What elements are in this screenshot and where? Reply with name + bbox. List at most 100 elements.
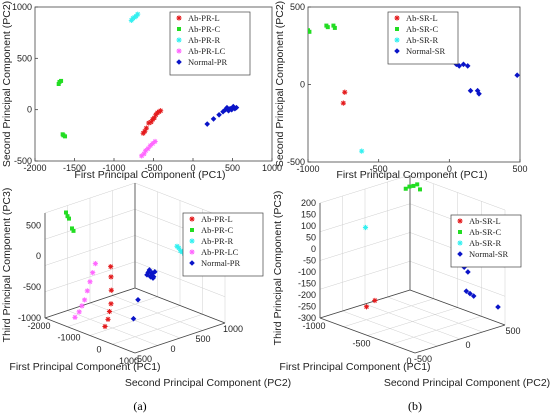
z-axis-label-b3d: Third Principal Component (PC3) [272,191,284,346]
data-point-ab-pr-lc [84,288,90,294]
data-point-ab-pr-lc [147,143,153,149]
legend-box [169,11,251,76]
data-point-normal-sr [460,61,467,68]
data-point-ab-pr-l [143,125,149,131]
data-point-normal-pr [146,267,153,273]
data-point-ab-pr-lc [82,297,88,303]
x-axis-line [44,317,136,354]
legend-box [387,11,459,65]
data-point-ab-pr-l [108,264,114,270]
x-tick-label: 500 [225,163,240,173]
x-tick-label: -1000 [296,164,319,174]
data-point-ab-sr-r [362,224,369,231]
x-tick-label: -500 [144,163,162,173]
data-point-ab-pr-lc [90,270,96,276]
legend-marker-ab-pr-r [189,238,195,244]
x-tick-label: 0 [406,356,411,366]
data-point-ab-pr-lc [76,309,82,315]
z-tick-label: 150 [301,210,316,220]
data-point-ab-sr-c [331,23,336,28]
data-point-ab-pr-r [179,249,185,255]
y-axis-label-a2d: Second Principal Component (PC2) [1,1,13,167]
data-point-normal-pr [216,112,222,118]
data-point-ab-pr-lc [145,146,151,152]
legend-marker-ab-pr-lc [176,48,182,54]
x-tick-label: -500 [370,164,388,174]
data-point-normal-sr [465,269,471,275]
y-tick-label: 500 [195,334,210,344]
legend-marker-ab-pr-c [177,27,181,31]
box-edge [409,289,506,326]
grid-line [134,182,226,219]
y-axis-line [414,324,506,354]
legend-label-ab-pr-c: Ab-PR-C [201,225,233,235]
z-tick-label: -50 [303,256,316,266]
data-point-ab-pr-lc [139,153,145,159]
x-tick-label: 0 [96,344,101,354]
y-tick-label: 0 [27,105,32,115]
legend-label-normal-sr: Normal-SR [406,46,446,56]
y-tick-label: -500 [14,156,32,166]
x-tick-label: -2000 [27,321,50,331]
legend-marker-ab-pr-l [176,15,182,21]
z-tick-label: -300 [298,313,316,323]
data-point-ab-pr-l [106,308,113,315]
data-point-ab-pr-lc [152,138,158,145]
data-point-ab-sr-c [308,29,312,34]
z-tick-label: 500 [26,220,41,230]
z-tick-label: -250 [298,302,316,312]
data-point-normal-pr [130,315,137,322]
data-point-ab-pr-l [102,323,108,330]
data-point-ab-sr-c [411,183,416,188]
data-point-normal-pr [152,269,158,275]
z-tick-label: -200 [298,290,316,300]
legend-label-ab-sr-c: Ab-SR-C [406,24,438,34]
data-point-ab-sr-c [407,184,412,189]
data-point-ab-pr-c [71,228,76,233]
data-point-ab-pr-lc [79,303,85,309]
data-point-ab-sr-l [372,297,378,304]
data-point-normal-pr [135,296,141,303]
x-tick-label: 1000 [119,356,139,366]
data-point-ab-pr-l [108,274,114,280]
x-axis-line [319,317,416,354]
box-edge [319,289,411,319]
x-tick-label: -2000 [23,163,46,173]
data-point-ab-sr-l [340,100,346,106]
x-tick-label: -500 [352,339,370,349]
data-point-ab-pr-r [174,243,180,249]
data-point-normal-pr [225,107,232,114]
z-tick-label: 0 [311,244,316,254]
legend-label-ab-pr-r: Ab-PR-R [188,35,220,45]
data-point-ab-pr-lc [143,148,149,154]
legend-label-ab-sr-r: Ab-SR-R [406,35,438,45]
z-tick-label: -150 [298,279,316,289]
data-point-ab-sr-c [325,25,330,30]
data-point-ab-pr-r [135,11,141,17]
y-tick-label: 0 [465,340,470,350]
legend-marker-ab-pr-r [176,37,182,43]
grid-line [319,174,411,204]
grid-line [44,209,136,240]
x-tick-label: 500 [512,164,527,174]
legend-label-ab-sr-l: Ab-SR-L [469,216,501,226]
legend-marker-normal-sr [394,48,400,54]
x-tick-label: -1000 [102,163,125,173]
data-point-ab-pr-c [70,226,74,231]
panel-a-2d: -2000 -1500 -1000 -500 0 500 1000-50005001000 … [1,1,282,181]
z-tick-label: 100 [301,221,316,231]
y-axis-label-b3d: Second Principal Component (PC2) [384,377,550,389]
z-tick-label: -500 [23,282,41,292]
data-point-normal-sr [467,87,474,94]
legend-label-ab-pr-lc: Ab-PR-LC [201,247,239,257]
y-axis-label-b2d: Second Principal Component (PC2) [274,1,286,167]
box-edge [134,287,226,324]
y-axis-line [134,322,226,354]
legend-label-ab-sr-l: Ab-SR-L [406,13,438,23]
x-axis-label-b2d: First Principal Component (PC1) [336,169,487,181]
